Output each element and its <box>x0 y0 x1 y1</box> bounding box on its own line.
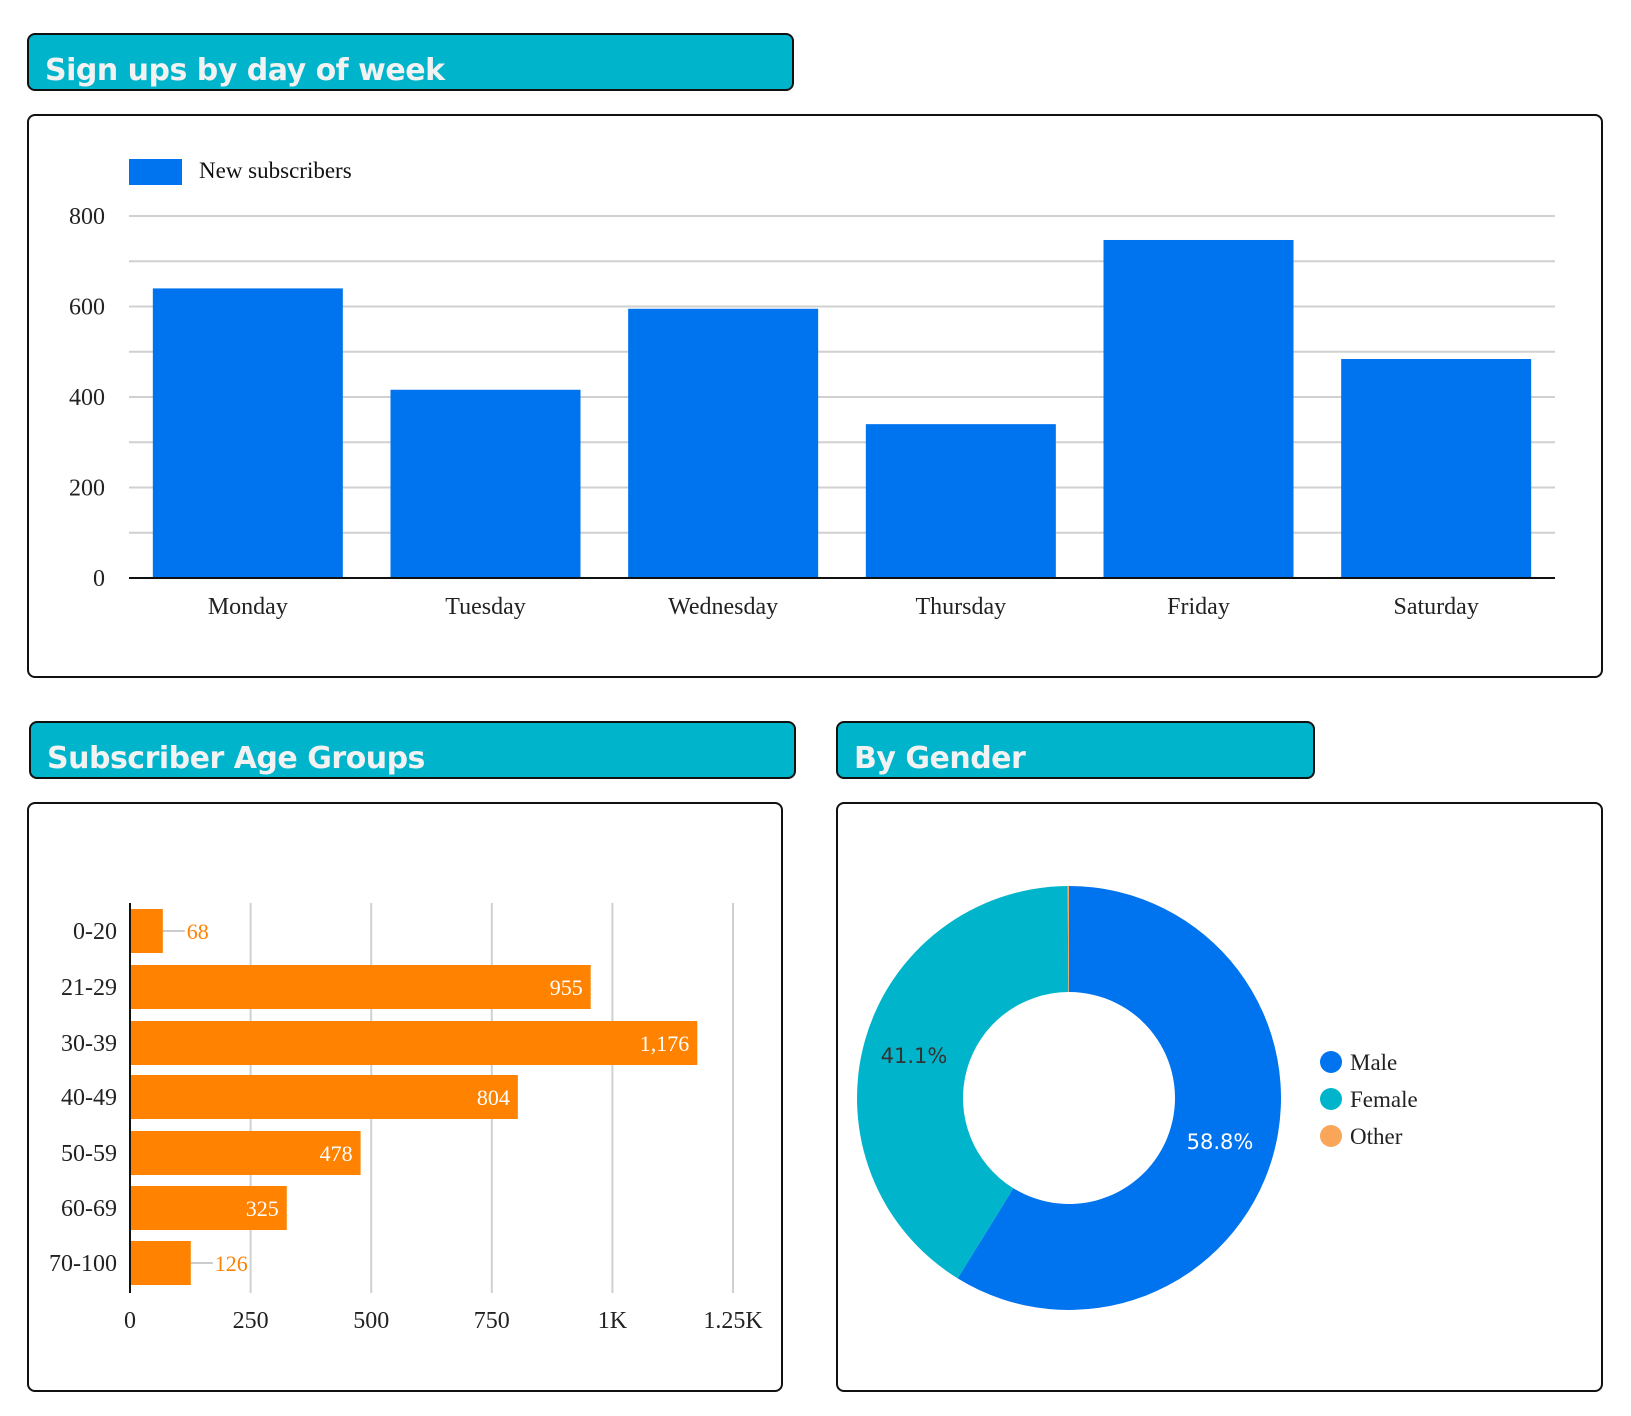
slice-other <box>1067 886 1069 993</box>
y-tick-label: 600 <box>69 295 105 321</box>
y-tick-label: 400 <box>69 385 105 411</box>
legend-dot-other <box>1320 1125 1342 1147</box>
gender-title: By Gender <box>836 721 1315 779</box>
bar-monday <box>152 288 343 578</box>
x-tick-label: 1K <box>598 1308 628 1334</box>
y-tick-label: 21-29 <box>61 975 117 1001</box>
bar-thursday <box>865 424 1056 578</box>
legend-swatch <box>129 159 182 185</box>
legend-label: New subscribers <box>199 158 352 183</box>
slice-label: 58.8% <box>1187 1130 1254 1154</box>
legend-dot-female <box>1320 1088 1342 1110</box>
x-tick-label: Saturday <box>1394 594 1479 620</box>
bar-saturday <box>1341 358 1532 578</box>
y-tick-label: 40-49 <box>61 1085 117 1111</box>
bar-age-60-69 <box>130 1186 287 1230</box>
x-tick-label: 0 <box>124 1308 136 1334</box>
x-tick-label: Wednesday <box>668 594 778 620</box>
y-tick-label: 0 <box>93 566 105 592</box>
slice-male <box>957 886 1281 1311</box>
bar-age-70-100 <box>130 1241 191 1285</box>
bar-age-0-20 <box>130 909 163 953</box>
bar-wednesday <box>628 308 819 578</box>
y-tick-label: 70-100 <box>49 1251 117 1277</box>
slice-label: 41.1% <box>881 1044 948 1068</box>
data-label: 955 <box>550 975 583 1000</box>
data-label: 126 <box>215 1251 248 1276</box>
x-tick-label: 500 <box>353 1308 389 1334</box>
bar-age-30-39 <box>130 1021 698 1065</box>
data-label: 1,176 <box>640 1031 690 1056</box>
x-tick-label: Monday <box>208 594 288 620</box>
data-label: 478 <box>320 1141 353 1166</box>
y-tick-label: 30-39 <box>61 1031 117 1057</box>
x-tick-label: 250 <box>233 1308 269 1334</box>
signups-title: Sign ups by day of week <box>27 33 794 91</box>
y-tick-label: 0-20 <box>73 919 117 945</box>
y-tick-label: 60-69 <box>61 1196 117 1222</box>
legend-dot-male <box>1320 1051 1342 1073</box>
slice-female <box>856 886 1069 1279</box>
bar-age-40-49 <box>130 1075 518 1119</box>
data-label: 804 <box>477 1085 510 1110</box>
bar-age-50-59 <box>130 1131 361 1175</box>
x-tick-label: 1.25K <box>703 1308 763 1334</box>
legend-label: Female <box>1350 1087 1418 1112</box>
y-tick-label: 50-59 <box>61 1141 117 1167</box>
bar-age-21-29 <box>130 965 591 1009</box>
x-tick-label: Friday <box>1167 594 1230 620</box>
y-tick-label: 800 <box>69 204 105 230</box>
y-tick-label: 200 <box>69 476 105 502</box>
bar-tuesday <box>390 389 581 578</box>
data-label: 325 <box>246 1196 279 1221</box>
x-tick-label: Tuesday <box>445 594 525 620</box>
x-tick-label: Thursday <box>916 594 1007 620</box>
legend-label: Male <box>1350 1050 1397 1075</box>
data-label: 68 <box>187 919 209 944</box>
legend-label: Other <box>1350 1124 1403 1149</box>
age-groups-title: Subscriber Age Groups <box>29 721 796 779</box>
bar-friday <box>1103 239 1294 579</box>
x-tick-label: 750 <box>474 1308 510 1334</box>
